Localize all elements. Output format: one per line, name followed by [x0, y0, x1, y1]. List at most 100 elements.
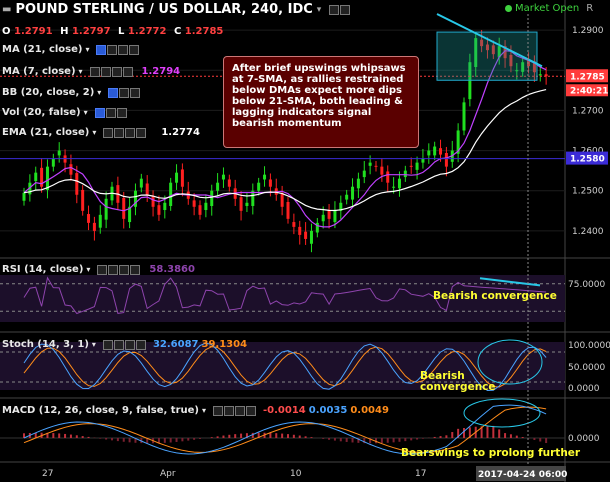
chevron-down-icon[interactable]: ▾ [83, 108, 88, 117]
close-icon[interactable] [235, 405, 245, 416]
macd-histogram-bar [386, 438, 389, 443]
time-tick-label: 17 [415, 469, 426, 479]
macd-histogram-bar [310, 437, 313, 438]
settings-icon[interactable] [224, 405, 234, 416]
macd-label: MACD (12, 26, close, 9, false, true) [2, 405, 199, 416]
candle-body [34, 172, 38, 182]
close-icon[interactable] [119, 264, 130, 275]
candle-body [145, 183, 149, 195]
candle-body [356, 178, 360, 189]
eye-icon[interactable] [329, 4, 340, 15]
collapse-icon[interactable]: ▬ [2, 4, 12, 15]
eye-icon[interactable] [89, 66, 100, 77]
settings-icon[interactable] [107, 44, 118, 55]
chevron-down-icon[interactable]: ▾ [85, 45, 90, 54]
chevron-down-icon[interactable]: ▾ [97, 88, 102, 97]
candle-body [263, 174, 267, 180]
macd-histogram-bar [99, 438, 102, 439]
current-time-label: 2017-04-24 06:00 [478, 470, 567, 480]
candle-body [227, 179, 231, 187]
candle-body [245, 202, 249, 206]
macd-histogram-bar [457, 428, 460, 438]
more-icon[interactable] [136, 127, 147, 138]
eye-icon[interactable] [96, 44, 107, 55]
macd-histogram-bar [251, 432, 254, 438]
macd-histogram-bar [52, 433, 55, 438]
more-icon[interactable] [135, 339, 146, 350]
indicator-row-ma7[interactable]: MA (7, close) ▾ 1.2794 [2, 66, 180, 77]
candle-body [87, 214, 91, 223]
indicator-row-ma21[interactable]: MA (21, close) ▾ [2, 44, 140, 55]
eye-icon[interactable] [103, 127, 114, 138]
chevron-down-icon[interactable]: ▾ [316, 4, 322, 15]
indicator-label: Vol (20, false) [2, 107, 81, 118]
macd-histogram-bar [333, 438, 336, 441]
close-icon[interactable] [118, 44, 129, 55]
more-icon[interactable] [129, 44, 140, 55]
close-icon[interactable] [124, 339, 135, 350]
settings-icon[interactable] [113, 339, 124, 350]
macd-histogram-bar [439, 436, 442, 438]
candle-body [40, 167, 44, 187]
candle-body [444, 152, 448, 167]
close-icon[interactable] [111, 66, 122, 77]
candle-body [544, 74, 548, 77]
candle-body [151, 196, 155, 207]
rsi-legend[interactable]: RSI (14, close) ▾ 58.3860 [2, 264, 195, 275]
macd-histogram-bar [75, 435, 78, 438]
macd-line-value: 0.0049 [350, 405, 389, 416]
more-icon[interactable] [122, 66, 133, 77]
chevron-down-icon[interactable]: ▾ [201, 406, 206, 415]
chevron-down-icon[interactable]: ▾ [92, 128, 97, 137]
macd-histogram-bar [222, 435, 225, 438]
time-tick-label: 27 [42, 469, 53, 479]
macd-histogram-bar [498, 429, 501, 438]
candle-body [421, 158, 425, 163]
settings-icon[interactable] [114, 127, 125, 138]
settings-icon[interactable] [108, 264, 119, 275]
indicator-row-ema21[interactable]: EMA (21, close) ▾ 1.2774 [2, 127, 200, 138]
chevron-down-icon[interactable]: ▾ [78, 67, 83, 76]
eye-icon[interactable] [213, 405, 223, 416]
candle-body [380, 166, 384, 175]
macd-histogram-bar [433, 436, 436, 438]
macd-histogram-bar [486, 426, 489, 438]
macd-histogram-bar [345, 438, 348, 442]
close-icon[interactable] [116, 107, 127, 118]
macd-histogram-bar [157, 438, 160, 444]
settings-icon[interactable] [100, 66, 111, 77]
more-icon[interactable] [246, 405, 256, 416]
macd-highlight-ellipse [463, 398, 541, 428]
settings-icon[interactable] [340, 4, 351, 15]
candle-body [433, 146, 437, 156]
current-price-label: 1.2785 [570, 72, 605, 82]
chevron-down-icon[interactable]: ▾ [86, 265, 91, 274]
more-icon[interactable] [130, 264, 141, 275]
symbol-title[interactable]: POUND STERLING / US DOLLAR, 240, IDC [15, 2, 313, 17]
settings-icon[interactable] [119, 87, 130, 98]
eye-icon[interactable] [97, 264, 108, 275]
macd-histogram-bar [199, 438, 201, 439]
macd-histogram-bar [480, 426, 483, 438]
close-icon[interactable] [125, 127, 136, 138]
close-icon[interactable] [130, 87, 141, 98]
eye-icon[interactable] [108, 87, 119, 98]
candle-body [485, 44, 489, 51]
macd-histogram-bar [187, 438, 190, 441]
macd-histogram-bar [521, 437, 524, 438]
candle-body [75, 173, 79, 195]
market-status-suffix: R [586, 3, 594, 14]
macd-histogram-bar [81, 436, 84, 438]
macd-legend[interactable]: MACD (12, 26, close, 9, false, true) ▾ -0… [2, 405, 389, 416]
eye-icon[interactable] [102, 339, 113, 350]
stoch-legend[interactable]: Stoch (14, 3, 1) ▾ 32.6087 39.1304 [2, 339, 247, 350]
candle-body [327, 210, 331, 219]
indicator-row-vol[interactable]: Vol (20, false) ▾ [2, 107, 127, 118]
chevron-down-icon[interactable]: ▾ [91, 340, 96, 349]
indicator-buttons [102, 339, 146, 350]
indicator-row-bb[interactable]: BB (20, close, 2) ▾ [2, 87, 141, 98]
settings-icon[interactable] [105, 107, 116, 118]
low-value: 1.2772 [127, 26, 167, 37]
eye-icon[interactable] [94, 107, 105, 118]
candle-body [280, 193, 284, 207]
